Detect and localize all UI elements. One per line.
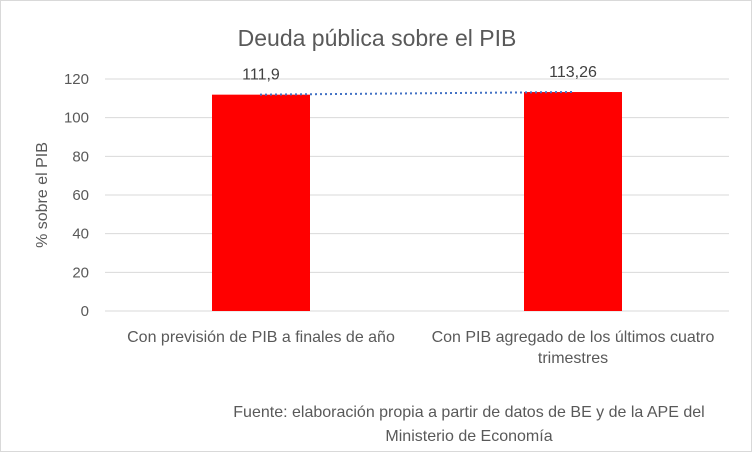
y-tick-label: 0 xyxy=(81,303,89,320)
y-tick-label: 100 xyxy=(64,110,89,127)
chart-title: Deuda pública sobre el PIB xyxy=(238,25,517,51)
y-tick-label: 80 xyxy=(72,148,89,165)
data-label: 113,26 xyxy=(549,64,597,81)
y-axis-title: % sobre el PIB xyxy=(34,142,51,248)
source-note: Ministerio de Economía xyxy=(385,428,552,445)
y-tick-label: 60 xyxy=(72,187,89,204)
category-label: trimestres xyxy=(538,350,608,367)
y-tick-label: 120 xyxy=(64,71,89,88)
y-tick-label: 40 xyxy=(72,226,89,243)
bar xyxy=(212,94,310,311)
category-label: Con PIB agregado de los últimos cuatro xyxy=(432,329,715,346)
bar xyxy=(524,92,622,311)
trendline xyxy=(259,91,573,96)
y-tick-label: 20 xyxy=(72,264,89,281)
source-note: Fuente: elaboración propia a partir de d… xyxy=(233,404,704,421)
category-label: Con previsión de PIB a finales de año xyxy=(127,329,395,346)
data-label: 111,9 xyxy=(242,67,280,84)
